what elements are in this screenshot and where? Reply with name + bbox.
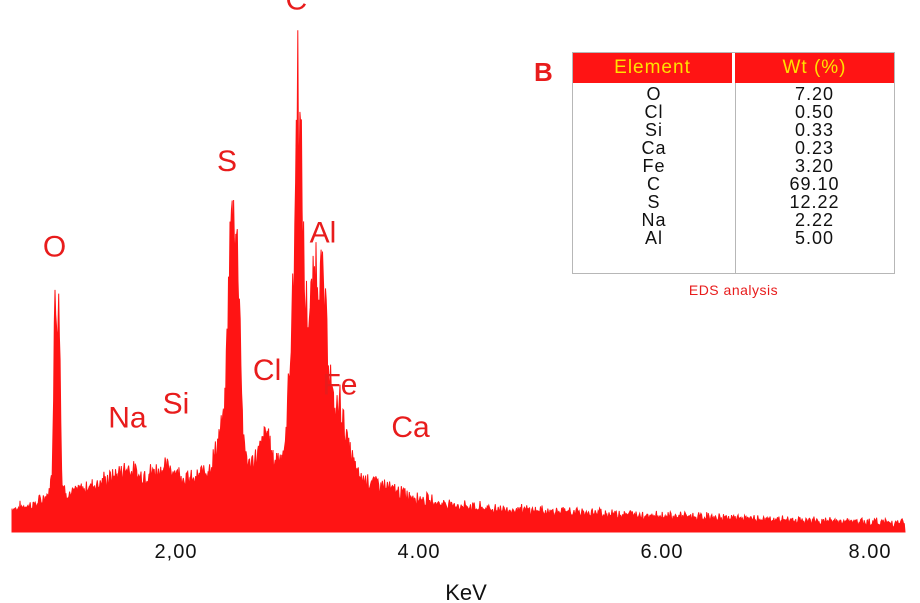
header-element: Element [573,53,735,83]
table-row: Ca 0.23 [573,139,894,157]
x-tick-layer: 2,00 4.00 6.00 8.00 [155,541,892,563]
element-cell: Fe [642,156,666,176]
element-cell: Si [644,120,663,140]
wt-cell: 12.22 [789,192,840,212]
table-row: Na 2.22 [573,211,894,229]
table-header: Element Wt (%) [573,53,894,83]
x-axis-label: KeV [445,580,487,603]
element-cell: O [646,84,662,104]
wt-cell: 2.22 [794,210,835,230]
element-cell: C [647,174,661,194]
spectrum-area [11,30,906,533]
table-row: Fe 3.20 [573,157,894,175]
x-tick-label: 2,00 [155,541,198,563]
peak-label-o: O [43,231,66,264]
column-divider [735,83,736,273]
eds-composition-table: Element Wt (%) O 7.20 Cl 0.50 Si 0.33 Ca 0.23 Fe… [572,52,895,274]
peak-label-s: S [217,145,237,178]
wt-cell: 7.20 [794,84,835,104]
table-body: O 7.20 Cl 0.50 Si 0.33 Ca 0.23 Fe 3.20 C 69.10 S 12.2… [573,83,894,273]
peak-label-cl: Cl [253,354,281,387]
element-cell: S [647,192,661,212]
peak-label-layer: O Na Si S Cl C Al Fe Ca [43,0,430,444]
table-row: O 7.20 [573,85,894,103]
x-tick-label: 8.00 [849,541,892,563]
panel-letter: B [534,57,553,87]
element-cell: Ca [641,138,667,158]
wt-cell: 0.23 [794,138,835,158]
peak-label-c: C [285,0,307,17]
wt-cell: 5.00 [794,228,835,248]
wt-cell: 3.20 [794,156,835,176]
wt-cell: 0.50 [794,102,835,122]
header-wt: Wt (%) [782,57,847,78]
table-caption: EDS analysis [688,282,779,298]
peak-label-ca: Ca [391,411,430,444]
element-cell: Cl [644,102,664,122]
peak-label-fe: Fe [322,368,357,401]
spectrum-area-layer [11,30,906,533]
wt-cell: 69.10 [789,174,840,194]
table-row: C 69.10 [573,175,894,193]
table-row: Cl 0.50 [573,103,894,121]
peak-label-al: Al [310,216,337,249]
table-row: Al 5.00 [573,229,894,247]
element-cell: Al [644,228,663,248]
table-row: S 12.22 [573,193,894,211]
x-tick-label: 4.00 [398,541,441,563]
element-cell: Na [641,210,667,230]
table-row: Si 0.33 [573,121,894,139]
peak-label-si: Si [163,387,190,420]
wt-cell: 0.33 [794,120,835,140]
x-tick-label: 6.00 [641,541,684,563]
peak-label-na: Na [108,402,147,435]
